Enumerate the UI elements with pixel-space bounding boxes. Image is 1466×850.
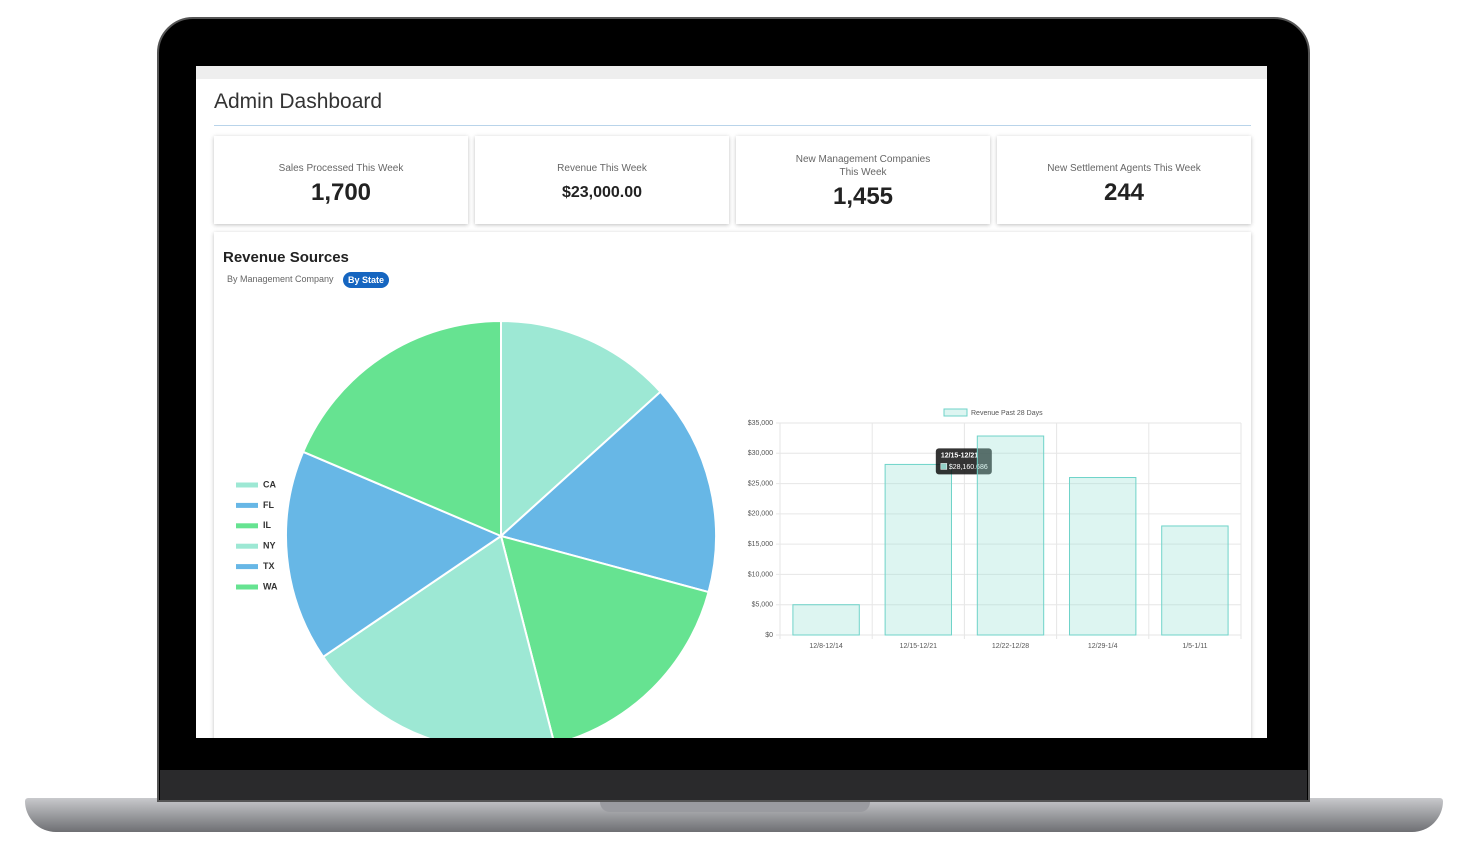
laptop-notch <box>600 800 870 812</box>
bar <box>976 435 1045 636</box>
y-tick-label: $25,000 <box>748 480 773 487</box>
legend-swatch <box>236 543 258 549</box>
bar <box>884 463 952 636</box>
tooltip-swatch <box>940 463 948 470</box>
stat-value: $23,000.00 <box>561 184 643 201</box>
tooltip-value: $28,160.686 <box>949 464 988 471</box>
tooltip <box>935 448 992 475</box>
legend-swatch <box>236 564 258 570</box>
legend-swatch <box>236 584 258 590</box>
stat-value: 1,455 <box>832 183 894 210</box>
stat-label: Sales Processed This Week <box>278 163 404 174</box>
pie-slice <box>285 450 504 659</box>
legend-label: Revenue Past 28 Days <box>971 410 1043 417</box>
x-tick-label: 12/15-12/21 <box>900 643 937 650</box>
stat-value: 1,700 <box>310 179 372 206</box>
stat-card: New Settlement Agents This Week 244 <box>997 136 1251 224</box>
x-tick-label: 12/29-1/4 <box>1088 643 1118 650</box>
pie-slice <box>321 534 554 738</box>
tab[interactable]: By Management Company <box>227 274 334 284</box>
stat-card: Revenue This Week $23,000.00 <box>475 136 729 224</box>
page-title: Admin Dashboard <box>214 90 383 113</box>
pie-slice <box>301 319 502 538</box>
pie-slice <box>499 534 710 738</box>
legend-swatch <box>236 523 258 529</box>
legend-label: WA <box>263 581 278 591</box>
y-tick-label: $5,000 <box>752 602 774 609</box>
legend-swatch <box>236 502 258 508</box>
y-tick-label: $0 <box>765 632 773 639</box>
pie-slice <box>498 390 717 594</box>
y-tick-label: $10,000 <box>748 571 773 578</box>
stat-label: Revenue This Week <box>557 163 647 174</box>
tab-active[interactable]: By State <box>343 272 390 288</box>
section-title: Revenue Sources <box>223 249 349 266</box>
stat-value: 244 <box>1103 179 1145 206</box>
x-tick-label: 12/22-12/28 <box>992 643 1029 650</box>
legend-swatch <box>236 482 258 488</box>
charts: CA FL IL NY TX WA $0 $5,000 $10,000 $15,000 $20,00… <box>236 319 1242 738</box>
stat-card: Sales Processed This Week 1,700 <box>214 136 468 224</box>
legend-label: NY <box>263 541 276 551</box>
pie-slice <box>500 319 662 539</box>
bar <box>792 604 860 636</box>
bar <box>1161 525 1229 636</box>
legend-label: TX <box>263 561 275 571</box>
title-rule <box>214 125 1251 126</box>
legend-label: IL <box>263 520 272 530</box>
y-tick-label: $15,000 <box>748 541 773 548</box>
y-tick-label: $30,000 <box>748 450 773 457</box>
stat-label: New Settlement Agents This Week <box>1047 163 1201 174</box>
stat-label: New Management Companies This Week <box>795 154 931 178</box>
tooltip-title: 12/15-12/21 <box>941 452 978 459</box>
x-tick-label: 12/8-12/14 <box>809 643 843 650</box>
legend-swatch <box>943 408 968 417</box>
y-tick-label: $35,000 <box>748 420 773 427</box>
top-bar <box>196 66 1267 79</box>
stat-card: New Management Companies This Week 1,455 <box>736 136 990 224</box>
legend-label: CA <box>263 479 276 489</box>
bar <box>1069 477 1137 636</box>
y-tick-label: $20,000 <box>748 511 773 518</box>
screen: Admin Dashboard Sales Processed This Wee… <box>196 66 1267 738</box>
legend-label: FL <box>263 500 274 510</box>
laptop-chin <box>160 770 1307 800</box>
x-tick-label: 1/5-1/11 <box>1182 643 1207 650</box>
